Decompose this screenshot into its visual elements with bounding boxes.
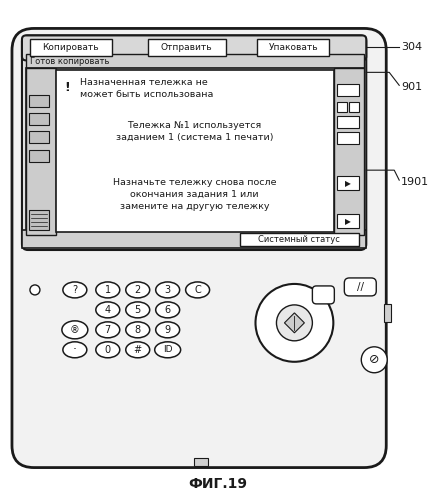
Text: 9: 9 — [165, 325, 171, 335]
Text: заданием 1 (система 1 печати): заданием 1 (система 1 печати) — [116, 132, 273, 141]
Bar — [56, 70, 334, 232]
Bar — [29, 114, 49, 125]
Text: может быть использована: может быть использована — [80, 90, 213, 99]
Text: Отправить: Отправить — [161, 44, 212, 52]
Text: 901: 901 — [401, 82, 422, 92]
Text: 3: 3 — [165, 285, 171, 295]
FancyBboxPatch shape — [344, 278, 376, 296]
Ellipse shape — [96, 322, 120, 338]
Bar — [337, 116, 359, 128]
Bar — [148, 40, 225, 56]
Ellipse shape — [156, 282, 180, 298]
Ellipse shape — [63, 282, 87, 298]
FancyBboxPatch shape — [22, 36, 366, 250]
Ellipse shape — [96, 282, 120, 298]
Text: Копировать: Копировать — [43, 44, 99, 52]
Bar — [384, 304, 391, 322]
Ellipse shape — [126, 282, 150, 298]
Ellipse shape — [62, 321, 88, 339]
Text: 7: 7 — [105, 325, 111, 335]
Text: ⊘: ⊘ — [369, 354, 379, 366]
Bar — [29, 131, 49, 143]
Bar — [30, 40, 112, 56]
Text: ФИГ.19: ФИГ.19 — [188, 476, 247, 490]
Bar — [337, 132, 359, 144]
Bar — [29, 150, 49, 162]
Text: 6: 6 — [165, 305, 171, 315]
Text: 1901: 1901 — [401, 177, 429, 187]
Text: ·: · — [73, 344, 77, 356]
Text: 8: 8 — [135, 325, 141, 335]
Ellipse shape — [126, 342, 150, 358]
Bar — [29, 96, 49, 108]
Ellipse shape — [255, 284, 334, 362]
Bar — [26, 54, 364, 68]
Circle shape — [361, 347, 387, 373]
Text: ▶: ▶ — [345, 178, 351, 188]
Circle shape — [30, 285, 40, 295]
FancyBboxPatch shape — [312, 286, 334, 304]
Text: Упаковать: Упаковать — [269, 44, 318, 52]
Bar — [337, 84, 359, 96]
Text: !: ! — [64, 81, 70, 94]
Bar — [337, 214, 359, 228]
Ellipse shape — [126, 302, 150, 318]
Ellipse shape — [156, 322, 180, 338]
Bar — [26, 68, 364, 235]
Bar — [29, 210, 49, 230]
Text: 1: 1 — [105, 285, 111, 295]
Bar — [337, 102, 347, 113]
FancyBboxPatch shape — [12, 28, 386, 468]
Ellipse shape — [186, 282, 210, 298]
Text: 5: 5 — [135, 305, 141, 315]
Text: Тележка №1 используется: Тележка №1 используется — [127, 120, 262, 130]
Ellipse shape — [156, 302, 180, 318]
Text: ®: ® — [70, 325, 80, 335]
Text: C: C — [194, 285, 201, 295]
Bar — [349, 102, 359, 113]
Polygon shape — [284, 313, 304, 333]
Text: 0: 0 — [105, 345, 111, 355]
Bar — [22, 230, 366, 248]
Text: 304: 304 — [401, 42, 422, 52]
Text: замените на другую тележку: замените на другую тележку — [120, 202, 269, 210]
Ellipse shape — [276, 305, 312, 341]
Text: //: // — [357, 282, 364, 292]
Text: Готов копировать: Готов копировать — [30, 57, 109, 66]
Text: ID: ID — [163, 346, 172, 354]
Bar — [258, 40, 329, 56]
Bar — [239, 233, 359, 246]
Bar — [337, 176, 359, 190]
Text: 4: 4 — [105, 305, 111, 315]
Text: ▶: ▶ — [345, 216, 351, 226]
Ellipse shape — [96, 302, 120, 318]
Text: #: # — [134, 345, 142, 355]
Text: ?: ? — [72, 285, 78, 295]
Ellipse shape — [63, 342, 87, 358]
Ellipse shape — [96, 342, 120, 358]
Text: Системный статус: Системный статус — [259, 235, 341, 244]
Text: Назначенная тележка не: Назначенная тележка не — [80, 78, 208, 87]
Text: окончания задания 1 или: окончания задания 1 или — [130, 190, 259, 198]
Bar — [194, 458, 208, 466]
Bar — [26, 68, 56, 235]
FancyBboxPatch shape — [22, 36, 366, 60]
Ellipse shape — [155, 342, 181, 358]
Ellipse shape — [126, 322, 150, 338]
Bar — [334, 68, 364, 235]
Text: Назначьте тележку снова после: Назначьте тележку снова после — [113, 178, 276, 186]
Text: 2: 2 — [135, 285, 141, 295]
